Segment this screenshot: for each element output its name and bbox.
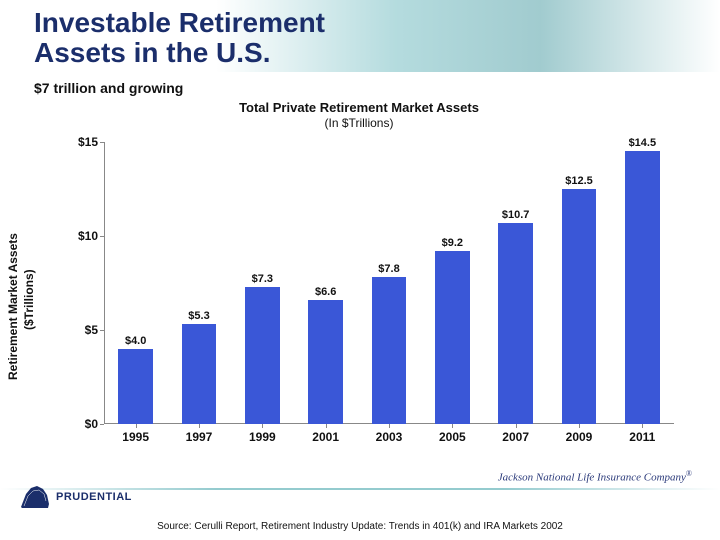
y-axis-label-2: ($Trillions)	[22, 269, 36, 330]
bar-value-label: $9.2	[442, 237, 463, 249]
y-axis	[104, 142, 105, 424]
chart-bar	[372, 277, 407, 424]
x-tick-label: 1995	[122, 430, 149, 444]
bar-value-label: $6.6	[315, 286, 336, 298]
slide-title: Investable Retirement Assets in the U.S.	[34, 8, 325, 68]
bar-value-label: $14.5	[629, 137, 657, 149]
x-tick-mark	[326, 424, 327, 428]
y-axis-label: Retirement Market Assets	[6, 233, 20, 380]
x-tick-label: 2005	[439, 430, 466, 444]
x-tick-mark	[389, 424, 390, 428]
slide: Investable Retirement Assets in the U.S.…	[0, 0, 720, 540]
y-tick-mark	[100, 142, 104, 143]
x-tick-mark	[452, 424, 453, 428]
y-tick-mark	[100, 330, 104, 331]
title-line-2: Assets in the U.S.	[34, 37, 271, 68]
slide-subtitle: $7 trillion and growing	[34, 80, 183, 96]
y-tick-label: $5	[66, 323, 98, 337]
x-tick-mark	[642, 424, 643, 428]
x-tick-label: 1997	[186, 430, 213, 444]
x-tick-label: 2011	[629, 430, 655, 444]
x-tick-label: 2001	[312, 430, 339, 444]
bar-value-label: $4.0	[125, 335, 146, 347]
jackson-national-logo: Jackson National Life Insurance Company®	[498, 469, 692, 484]
bar-value-label: $12.5	[565, 175, 593, 187]
x-tick-label: 2007	[502, 430, 529, 444]
chart-bar	[625, 151, 660, 424]
chart-bar	[182, 324, 217, 424]
x-tick-label: 1999	[249, 430, 276, 444]
registered-mark: ®	[686, 469, 692, 478]
x-tick-mark	[579, 424, 580, 428]
jackson-national-text: Jackson National Life Insurance Company	[498, 472, 686, 484]
prudential-rock-icon	[20, 484, 50, 510]
chart-subtitle: (In $Trillions)	[34, 116, 684, 130]
y-tick-mark	[100, 424, 104, 425]
x-tick-mark	[516, 424, 517, 428]
bar-value-label: $7.8	[378, 263, 399, 275]
prudential-wordmark: PRUDENTIAL	[56, 491, 132, 503]
bar-value-label: $10.7	[502, 209, 530, 221]
chart-container: Total Private Retirement Market Assets (…	[34, 100, 684, 470]
chart-title: Total Private Retirement Market Assets	[34, 100, 684, 115]
ylabel-line1: Retirement Market Assets	[6, 233, 20, 380]
title-line-1: Investable Retirement	[34, 7, 325, 38]
chart-bar	[308, 300, 343, 424]
chart-bar	[118, 349, 153, 424]
ylabel-line2: ($Trillions)	[22, 269, 36, 330]
prudential-logo: PRUDENTIAL	[20, 484, 132, 510]
chart-bar	[498, 223, 533, 424]
chart-bar	[245, 287, 280, 424]
y-tick-mark	[100, 236, 104, 237]
x-tick-mark	[262, 424, 263, 428]
chart-plot-area: $0$5$10$15$4.01995$5.31997$7.31999$6.620…	[104, 142, 674, 424]
x-tick-mark	[136, 424, 137, 428]
chart-bar	[435, 251, 470, 424]
bar-value-label: $7.3	[252, 273, 273, 285]
x-tick-label: 2009	[566, 430, 593, 444]
source-citation: Source: Cerulli Report, Retirement Indus…	[0, 521, 720, 532]
chart-bar	[562, 189, 597, 424]
y-tick-label: $10	[66, 229, 98, 243]
y-tick-label: $15	[66, 135, 98, 149]
x-tick-label: 2003	[376, 430, 403, 444]
bar-value-label: $5.3	[188, 310, 209, 322]
y-tick-label: $0	[66, 417, 98, 431]
x-tick-mark	[199, 424, 200, 428]
